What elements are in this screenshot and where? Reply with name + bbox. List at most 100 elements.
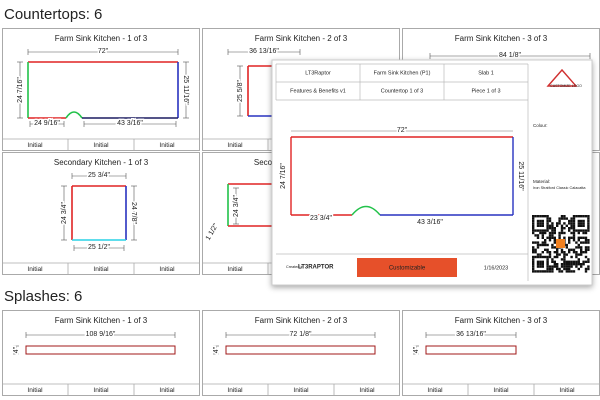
card-title: Secondary Kitchen - 1 of 3: [54, 158, 149, 167]
qr-module: [570, 217, 573, 220]
qr-module: [568, 227, 571, 230]
qr-module: [565, 265, 568, 268]
dimension: 25 1/2": [88, 244, 110, 251]
qr-module: [546, 248, 549, 251]
qr-module: [577, 215, 580, 218]
qr-module: [546, 260, 549, 263]
dimension: 24 3/4": [61, 202, 68, 224]
logo-mark: [546, 68, 578, 87]
qr-module: [546, 217, 549, 220]
qr-module: [570, 255, 573, 259]
qr-module: [556, 248, 559, 251]
qr-module: [572, 231, 576, 235]
qr-module: [568, 229, 571, 232]
card-title: Farm Sink Kitchen - 3 of 3: [455, 34, 548, 43]
qr-module: [577, 263, 580, 266]
qr-module: [563, 263, 566, 266]
qr-module: [587, 260, 590, 263]
qr-module: [580, 224, 583, 227]
qr-module: [544, 255, 547, 259]
dimension: 72": [397, 127, 408, 134]
qr-module: [570, 265, 573, 268]
qr-module: [584, 231, 588, 235]
qr-module: [570, 219, 573, 223]
qr-module: [577, 246, 580, 249]
qr-module: [577, 258, 580, 261]
dimension: 25 5/8": [237, 80, 244, 102]
header-cell: Slab 1: [478, 70, 494, 76]
qr-module: [572, 260, 576, 263]
qr-module: [587, 222, 590, 225]
qr-module: [568, 251, 571, 254]
qr-module: [577, 239, 580, 242]
qr-module: [544, 215, 547, 218]
qr-module: [580, 251, 583, 254]
qr-module: [546, 236, 549, 239]
qr-module: [534, 270, 537, 273]
qr-module: [587, 227, 590, 230]
qr-module: [577, 231, 580, 235]
qr-module: [572, 239, 576, 242]
qr-module: [546, 255, 549, 259]
initial-label: Initial: [93, 266, 109, 273]
qr-module: [584, 270, 588, 273]
qr-module: [534, 248, 537, 251]
qr-module: [548, 270, 552, 273]
qr-module: [568, 263, 571, 266]
qr-module: [563, 258, 566, 261]
brand: LT3RAPTOR: [298, 265, 334, 271]
qr-module: [551, 246, 554, 249]
qr-module: [570, 248, 573, 251]
qr-module: [546, 224, 549, 227]
qr-module: [544, 231, 547, 235]
header-cell: Piece 1 of 3: [471, 88, 500, 94]
dimension: 23 3/4": [310, 215, 332, 222]
card-title: Farm Sink Kitchen - 1 of 3: [55, 34, 148, 43]
qr-module: [572, 215, 576, 218]
qr-module: [539, 224, 542, 227]
qr-module: [563, 217, 566, 220]
qr-module: [551, 227, 554, 230]
qr-module: [565, 246, 568, 249]
qr-module: [544, 243, 547, 247]
qr-module: [551, 267, 554, 271]
qr-module: [541, 263, 544, 266]
qr-module: [570, 260, 573, 263]
qr-module: [580, 265, 583, 268]
qr-module: [584, 236, 588, 239]
qr-module: [548, 227, 552, 230]
qr-module: [534, 215, 537, 218]
qr-module: [541, 251, 544, 254]
qr-module: [568, 267, 571, 271]
initial-label: Initial: [93, 142, 109, 149]
qr-module: [563, 265, 566, 268]
qr-module: [580, 241, 583, 244]
qr-module: [587, 217, 590, 220]
qr-module: [544, 248, 547, 251]
qr-module: [580, 229, 583, 232]
created-label: Created in: [286, 265, 304, 269]
qr-module: [570, 263, 573, 266]
qr-module: [563, 253, 566, 256]
qr-module: [563, 251, 566, 254]
dimension: 4": [13, 346, 20, 353]
qr-module: [556, 224, 559, 227]
qr-module: [582, 219, 585, 223]
qr-module: [553, 263, 556, 266]
qr-module: [532, 241, 535, 244]
qr-module: [560, 217, 564, 220]
qr-module: [532, 219, 535, 223]
qr-module: [568, 248, 571, 251]
qr-module: [546, 215, 549, 218]
qr-module: [560, 251, 564, 254]
qr-module: [587, 224, 590, 227]
initial-label: Initial: [159, 387, 175, 394]
qr-module: [570, 231, 573, 235]
qr-module: [563, 255, 566, 259]
qr-module: [563, 215, 566, 218]
qr-module: [541, 229, 544, 232]
qr-module: [541, 236, 544, 239]
qr-module: [580, 222, 583, 225]
qr-module: [553, 260, 556, 263]
qr-module: [577, 243, 580, 247]
